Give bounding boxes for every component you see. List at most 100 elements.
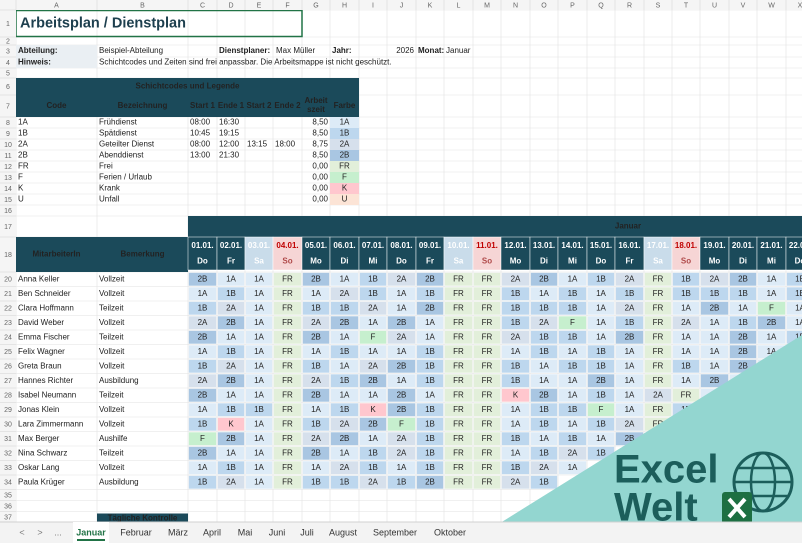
shift-code: 1B [425, 448, 435, 457]
logo-excel-x [727, 497, 747, 519]
shift-code: FR [482, 477, 493, 486]
shift-cell [217, 446, 245, 460]
sheet-tab[interactable]: Januar [76, 527, 106, 537]
shift-cell [587, 287, 615, 301]
row-number: 21 [4, 291, 12, 298]
sheet-tab[interactable]: August [329, 527, 358, 537]
shift-code: 1B [795, 289, 802, 298]
shift-code: 1A [625, 361, 635, 370]
shift-code: 1A [368, 434, 378, 443]
shift-code: 2B [198, 390, 208, 399]
shift-cell [387, 374, 416, 388]
shift-code: 1B [368, 289, 378, 298]
tab-nav[interactable]: < [19, 527, 24, 537]
shift-cell [359, 461, 387, 475]
sheet-tab[interactable]: Juni [269, 527, 286, 537]
day-label: So [282, 257, 292, 266]
shift-code: 1A [596, 318, 606, 327]
shift-code: 1A [254, 448, 264, 457]
shift-cell [359, 301, 387, 315]
shift-code: 1B [539, 405, 549, 414]
shift-cell [615, 417, 644, 431]
shift-cell [729, 301, 757, 315]
color-code: F [342, 173, 347, 182]
shift-cell [501, 475, 530, 489]
shift-cell [330, 403, 359, 417]
shift-code: 1B [425, 376, 435, 385]
shift-code: 2B [539, 390, 549, 399]
day-label: Do [396, 257, 407, 266]
shift-code: K [370, 405, 376, 414]
shift-time: 08:00 [190, 118, 211, 127]
shift-cell [387, 301, 416, 315]
shift-name: Ferien / Urlaub [99, 173, 152, 182]
column-letter: H [342, 2, 347, 9]
row-number: 1 [6, 21, 10, 28]
column-letter: W [768, 2, 775, 9]
shift-cell [473, 461, 501, 475]
shift-cell [302, 432, 330, 446]
sheet-tab[interactable]: Februar [120, 527, 152, 537]
shift-code: F [769, 303, 774, 312]
shift-cell [644, 330, 672, 344]
sheet-tab[interactable]: Juli [300, 527, 314, 537]
date-cell [557, 236, 588, 271]
shift-code: 1B [511, 303, 521, 312]
date-label: 21.01. [760, 241, 782, 250]
row-number: 9 [6, 131, 10, 138]
sheet-tab[interactable]: September [373, 527, 417, 537]
date-label: 16.01. [618, 241, 640, 250]
shift-code: 1A [681, 376, 691, 385]
sheet-tab[interactable]: März [168, 527, 188, 537]
shift-code: FR [453, 419, 464, 428]
shift-code: 1B [568, 405, 578, 414]
shift-cell [273, 475, 302, 489]
shift-cell [786, 301, 802, 315]
shift-cell [416, 301, 444, 315]
shift-cell [416, 403, 444, 417]
sheet-tab[interactable]: April [203, 527, 221, 537]
info-label: Abteilung: [18, 46, 58, 55]
color-code: 1B [340, 129, 350, 138]
column-letter: N [513, 2, 518, 9]
shift-code: 1A [710, 318, 720, 327]
shift-code: 1A [681, 303, 691, 312]
row-number: 8 [6, 120, 10, 127]
employee-note: Teilzeit [99, 448, 124, 457]
shift-code: 1A [254, 390, 264, 399]
shift-code: FR [453, 390, 464, 399]
shift-cell [700, 316, 729, 330]
month-header [188, 216, 802, 237]
shift-code: 1B [539, 477, 549, 486]
shift-time: 16:30 [219, 118, 240, 127]
shift-name: Abenddienst [99, 151, 144, 160]
shift-cell [416, 475, 444, 489]
sheet-tab[interactable]: Mai [238, 527, 253, 537]
tab-nav[interactable]: > [37, 527, 42, 537]
shift-code: 2A [340, 463, 350, 472]
shift-code: FR [482, 289, 493, 298]
shift-code: FR [453, 405, 464, 414]
shift-code: 1A [254, 463, 264, 472]
shift-cell [558, 316, 587, 330]
shift-cell [501, 417, 530, 431]
column-header-bar [0, 0, 802, 10]
shift-code: 1B [340, 477, 350, 486]
shift-code: FR [453, 434, 464, 443]
shift-cell [587, 272, 615, 286]
shift-code: 2A [18, 140, 28, 149]
sheet-tab[interactable]: Oktober [434, 527, 466, 537]
shift-time: 19:15 [219, 129, 240, 138]
shift-cell [786, 272, 802, 286]
info-value: Januar [446, 46, 471, 55]
date-label: 04.01. [276, 241, 298, 250]
shift-code: 2A [511, 332, 521, 341]
shift-cell [757, 301, 786, 315]
date-label: 17.01. [647, 241, 669, 250]
tab-nav[interactable]: ... [54, 527, 62, 537]
row-number: 16 [4, 208, 12, 215]
shift-code: 2A [625, 419, 635, 428]
shift-code: 1A [254, 361, 264, 370]
shift-code: 1B [681, 289, 691, 298]
date-label: 09.01. [419, 241, 441, 250]
